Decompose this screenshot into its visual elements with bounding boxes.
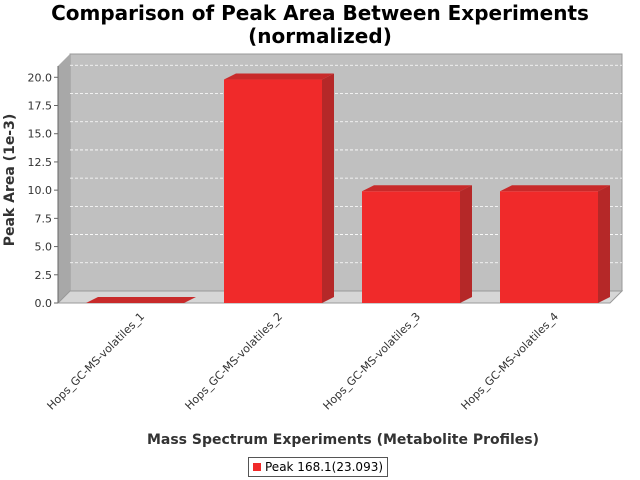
bar xyxy=(500,185,610,303)
y-tick-label: 5.0 xyxy=(35,241,53,254)
y-tick-label: 2.5 xyxy=(35,269,53,282)
bar-side xyxy=(598,185,610,303)
bar xyxy=(86,297,196,303)
x-tick-label: Hops_GC-MS-volatiles_4 xyxy=(459,310,562,413)
x-axis-title: Mass Spectrum Experiments (Metabolite Pr… xyxy=(147,432,539,448)
y-tick-label: 12.5 xyxy=(28,156,53,169)
x-tick-label: Hops_GC-MS-volatiles_1 xyxy=(45,310,148,413)
legend-swatch xyxy=(253,463,261,471)
bar-top xyxy=(224,73,334,80)
plot-left-wall xyxy=(58,54,70,303)
x-tick-label: Hops_GC-MS-volatiles_3 xyxy=(321,310,424,413)
y-tick-label: 0.0 xyxy=(35,297,53,310)
chart-title-line2: (normalized) xyxy=(248,24,392,48)
y-tick-label: 7.5 xyxy=(35,212,53,225)
bar-side xyxy=(460,185,472,303)
bar xyxy=(224,73,334,304)
bar-top xyxy=(500,185,610,192)
chart-title-line1: Comparison of Peak Area Between Experime… xyxy=(51,1,589,25)
x-tick-label: Hops_GC-MS-volatiles_2 xyxy=(183,310,286,413)
bar-front xyxy=(500,191,598,303)
bar-top xyxy=(362,185,472,192)
y-tick-label: 20.0 xyxy=(28,71,53,84)
bar xyxy=(362,185,472,303)
y-tick-label: 15.0 xyxy=(28,128,53,141)
legend: Peak 168.1(23.093) xyxy=(248,457,389,477)
bar-top xyxy=(86,297,196,303)
bar-side xyxy=(322,73,334,304)
y-tick-label: 17.5 xyxy=(28,100,53,113)
bar-front xyxy=(224,79,322,304)
chart-title: Comparison of Peak Area Between Experime… xyxy=(0,2,640,48)
bar-front xyxy=(362,191,460,303)
legend-label: Peak 168.1(23.093) xyxy=(265,460,384,474)
y-tick-label: 10.0 xyxy=(28,184,53,197)
y-axis-title: Peak Area (1e-3) xyxy=(2,114,18,247)
